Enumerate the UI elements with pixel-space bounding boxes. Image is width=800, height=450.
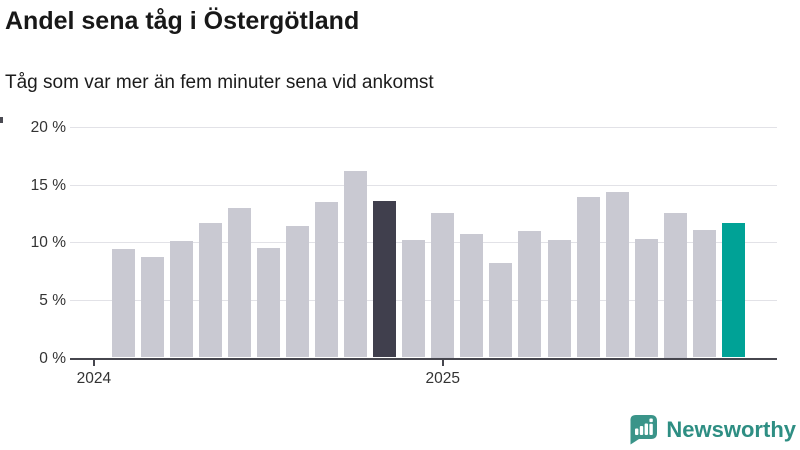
x-axis-tick xyxy=(92,360,95,366)
bar xyxy=(605,191,629,358)
y-axis-label: 15 % xyxy=(30,176,66,194)
bar xyxy=(663,213,687,358)
gridline xyxy=(70,184,777,186)
newsworthy-logo: Newsworthy xyxy=(629,413,796,446)
x-axis-label: 2025 xyxy=(425,369,461,387)
gridline xyxy=(70,127,777,128)
bar xyxy=(576,197,600,358)
bar xyxy=(721,222,745,358)
x-axis-label: 2024 xyxy=(76,369,112,387)
x-axis-line xyxy=(70,357,777,360)
newsworthy-wordmark: Newsworthy xyxy=(666,416,796,442)
bar xyxy=(256,248,280,358)
bar xyxy=(111,249,135,358)
chart-title: Andel sena tåg i Östergötland xyxy=(5,7,360,35)
bar xyxy=(634,238,658,358)
bar xyxy=(227,207,251,358)
y-axis-label: 0 % xyxy=(39,349,66,367)
bar xyxy=(198,222,222,358)
bar xyxy=(489,262,513,358)
y-axis-label: 10 % xyxy=(30,234,66,252)
y-axis-top-tick xyxy=(0,117,3,123)
y-axis-label: 20 % xyxy=(30,119,66,136)
bar xyxy=(460,234,484,358)
bar xyxy=(431,213,455,358)
bar xyxy=(373,200,397,358)
bar xyxy=(140,257,164,358)
bar xyxy=(547,239,571,358)
y-axis-label: 5 % xyxy=(39,291,66,309)
bar xyxy=(344,170,368,358)
bar xyxy=(169,241,193,358)
bar xyxy=(402,239,426,358)
newsworthy-bubble-chart-icon xyxy=(629,414,659,446)
bar xyxy=(692,229,716,358)
bar xyxy=(314,201,338,358)
chart-subtitle: Tåg som var mer än fem minuter sena vid … xyxy=(5,72,434,93)
x-axis-tick xyxy=(441,360,444,366)
bar xyxy=(285,226,309,358)
bar xyxy=(518,230,542,358)
